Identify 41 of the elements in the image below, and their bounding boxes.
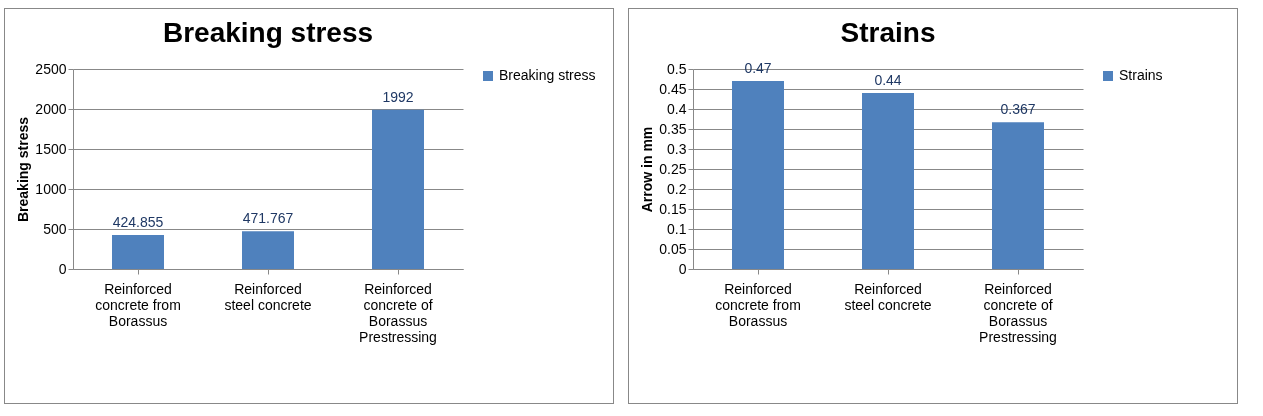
bar bbox=[862, 93, 914, 269]
x-tick-label: Reinforced concrete of Borassus Prestressing bbox=[979, 280, 1057, 345]
data-label: 424.855 bbox=[112, 214, 164, 231]
y-tick-label: 0.4 bbox=[667, 100, 687, 117]
y-tick-label: 0 bbox=[58, 260, 67, 277]
data-label: 0.44 bbox=[874, 72, 902, 88]
y-tick-label: 0 bbox=[678, 260, 687, 277]
data-label: 0.47 bbox=[744, 60, 772, 76]
y-tick-label: 1500 bbox=[35, 140, 67, 157]
y-tick-label: 0.05 bbox=[659, 240, 687, 257]
y-tick-label: 0.45 bbox=[659, 80, 687, 97]
y-tick-label: 2500 bbox=[35, 60, 67, 77]
y-tick-label: 500 bbox=[43, 220, 67, 237]
y-tick-label: 0.5 bbox=[667, 60, 687, 77]
x-tick-label: Reinforced concrete from Borassus bbox=[715, 280, 801, 329]
bar bbox=[372, 109, 424, 269]
chart-title: Breaking stress bbox=[162, 17, 374, 48]
legend-label: Strains bbox=[1119, 67, 1163, 83]
bar bbox=[732, 81, 784, 269]
data-label: 0.367 bbox=[1000, 101, 1036, 118]
y-tick-label: 1000 bbox=[35, 180, 67, 197]
data-label: 471.767 bbox=[242, 210, 294, 227]
x-tick-label: Reinforced concrete of Borassus Prestressing bbox=[359, 280, 437, 345]
bar bbox=[992, 122, 1044, 269]
y-tick-label: 0.2 bbox=[667, 180, 687, 197]
bar bbox=[112, 235, 164, 269]
y-tick-label: 2000 bbox=[35, 100, 67, 117]
y-axis-title: Breaking stress bbox=[15, 116, 32, 223]
data-label: 1992 bbox=[382, 88, 414, 105]
legend-label: Breaking stress bbox=[499, 67, 596, 83]
y-tick-label: 0.35 bbox=[659, 120, 687, 137]
x-tick-label: Reinforced concrete from Borassus bbox=[95, 280, 181, 329]
y-tick-label: 0.25 bbox=[659, 160, 687, 177]
y-axis-title: Arrow in mm bbox=[639, 126, 656, 213]
y-tick-label: 0.15 bbox=[659, 200, 687, 217]
y-tick-label: 0.3 bbox=[667, 140, 687, 157]
bar bbox=[242, 231, 294, 269]
chart-title: Strains bbox=[840, 17, 936, 48]
x-tick-label: Reinforced steel concrete bbox=[844, 280, 932, 313]
x-tick-label: Reinforced steel concrete bbox=[224, 280, 312, 313]
y-tick-label: 0.1 bbox=[667, 220, 687, 237]
